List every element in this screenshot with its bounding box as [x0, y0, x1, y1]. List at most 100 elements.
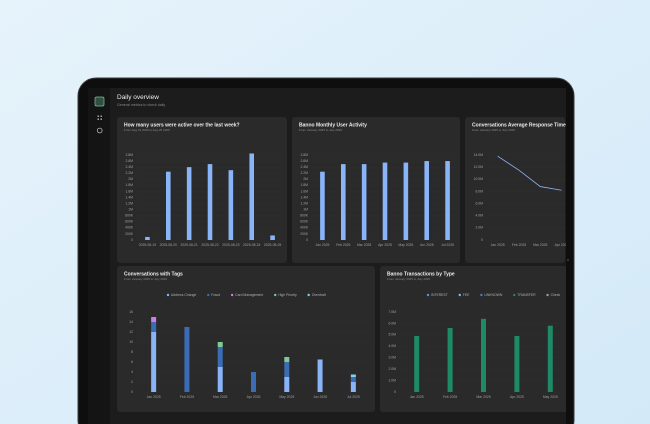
panel-subtitle: From January 2025 to July 2025	[124, 277, 167, 281]
bar	[403, 162, 409, 240]
bar-segment	[151, 332, 157, 392]
bar-segment	[151, 317, 157, 322]
y-tick-label: 800K	[125, 214, 134, 218]
bar	[228, 170, 234, 240]
bar-segment	[217, 347, 223, 367]
legend-label: Address Change	[171, 293, 196, 297]
y-tick-label: 2.4M	[125, 165, 133, 169]
x-tick-label: Jun 2025	[420, 243, 434, 247]
legend-swatch	[513, 293, 516, 297]
legend-label: FEE	[463, 293, 470, 297]
legend-swatch	[166, 293, 170, 297]
panel	[292, 117, 460, 263]
x-tick-label: Apr 2025	[378, 243, 392, 247]
x-tick-label: 2025-08-25	[264, 243, 281, 247]
y-tick-label: 1M	[303, 208, 308, 212]
y-tick-label: 1.8M	[300, 183, 308, 187]
y-tick-label: 10.0M	[474, 177, 484, 181]
legend-swatch	[458, 293, 461, 297]
panel-subtitle: From January 2025 to July 2025	[299, 128, 342, 132]
legend-swatch	[307, 293, 310, 297]
bar	[361, 164, 367, 240]
y-tick-label: 14.0M	[474, 153, 484, 157]
panel-title: Conversations Average Response Time	[472, 122, 566, 128]
bar-segment	[350, 377, 356, 382]
x-tick-label: Mar 2025	[476, 395, 490, 399]
bar-segment	[217, 367, 223, 392]
bar-segment	[284, 377, 290, 392]
panel-title: Banno Transactions by Type	[387, 271, 455, 277]
y-tick-label: 0	[306, 238, 308, 242]
bar-segment	[251, 372, 256, 392]
menu-icon[interactable]	[97, 115, 102, 120]
y-tick-label: 3.0M	[388, 356, 396, 360]
x-tick-label: Jan 2025	[147, 395, 161, 399]
y-tick-label: 8.0M	[475, 189, 483, 193]
legend-swatch	[480, 293, 483, 297]
y-tick-label: 6	[131, 360, 133, 364]
bar	[145, 236, 150, 240]
camera	[566, 258, 570, 262]
y-tick-label: 2.2M	[300, 171, 308, 175]
panel-subtitle: From January 2025 to July 2025	[472, 128, 515, 132]
y-tick-label: 2.4M	[300, 165, 308, 169]
legend-label: Check	[551, 293, 561, 297]
y-tick-label: 6.0M	[475, 201, 483, 205]
x-tick-label: May 2025	[398, 243, 413, 247]
bar	[207, 164, 213, 240]
x-tick-label: Jan 2025	[410, 395, 424, 399]
x-tick-label: Jul 2025	[347, 395, 360, 399]
y-tick-label: 2	[131, 380, 133, 384]
y-tick-label: 2.6M	[300, 159, 308, 163]
x-tick-label: Apr 2025	[555, 243, 569, 247]
y-tick-label: 200K	[300, 232, 309, 236]
sidebar	[88, 88, 110, 424]
panel-subtitle: From Aug 19 2025 to Aug 25 2025	[124, 128, 170, 132]
y-tick-label: 1.2M	[125, 201, 133, 205]
x-tick-label: 2025-08-19	[139, 243, 156, 247]
y-tick-label: 1.4M	[125, 195, 133, 199]
screen: Daily overview General metrics to check …	[88, 88, 569, 424]
x-tick-label: Jul 2025	[441, 243, 454, 247]
legend-label: TRANSFER	[517, 293, 536, 297]
x-tick-label: Jan 2025	[315, 243, 329, 247]
x-tick-label: 2025-08-21	[180, 243, 197, 247]
y-tick-label: 6.0M	[388, 321, 396, 325]
y-tick-label: 1.6M	[300, 189, 308, 193]
y-tick-label: 4.0M	[388, 344, 396, 348]
y-tick-label: 2.0M	[388, 367, 396, 371]
page-title: Daily overview	[117, 94, 159, 101]
legend-swatch	[546, 293, 549, 297]
y-tick-label: 12	[129, 330, 133, 334]
y-tick-label: 1M	[128, 208, 133, 212]
bar	[445, 161, 450, 240]
x-tick-label: Feb 2025	[336, 243, 350, 247]
bar-segment	[547, 325, 553, 392]
y-tick-label: 0	[394, 390, 396, 394]
y-tick-label: 1.4M	[300, 195, 308, 199]
y-tick-label: 2.8M	[125, 153, 133, 157]
settings-icon[interactable]	[96, 127, 103, 134]
panel	[117, 266, 375, 412]
y-tick-label: 4.0M	[475, 214, 483, 218]
x-tick-label: 2025-08-20	[160, 243, 177, 247]
y-tick-label: 1.2M	[300, 201, 308, 205]
bar	[186, 167, 192, 240]
panel-title: Banno Monthly User Activity	[299, 122, 367, 128]
page-subtitle: General metrics to check daily	[117, 103, 165, 107]
bar-segment	[481, 318, 486, 392]
y-tick-label: 400K	[125, 226, 134, 230]
logo[interactable]	[94, 96, 105, 107]
y-tick-label: 1.0M	[388, 378, 396, 382]
bar	[165, 171, 171, 240]
legend-swatch	[274, 293, 277, 297]
x-tick-label: 2025-08-24	[243, 243, 260, 247]
y-tick-label: 16	[129, 310, 133, 314]
bar	[382, 162, 388, 240]
y-tick-label: 12.0M	[474, 165, 484, 169]
panel	[117, 117, 287, 263]
bar	[424, 161, 430, 240]
bar-segment	[284, 362, 290, 377]
y-tick-label: 2.6M	[125, 159, 133, 163]
